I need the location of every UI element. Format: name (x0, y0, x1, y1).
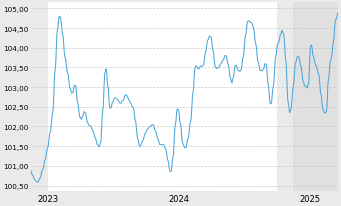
Bar (293, 4, 338, 192)
Bar (48, 4, 277, 192)
